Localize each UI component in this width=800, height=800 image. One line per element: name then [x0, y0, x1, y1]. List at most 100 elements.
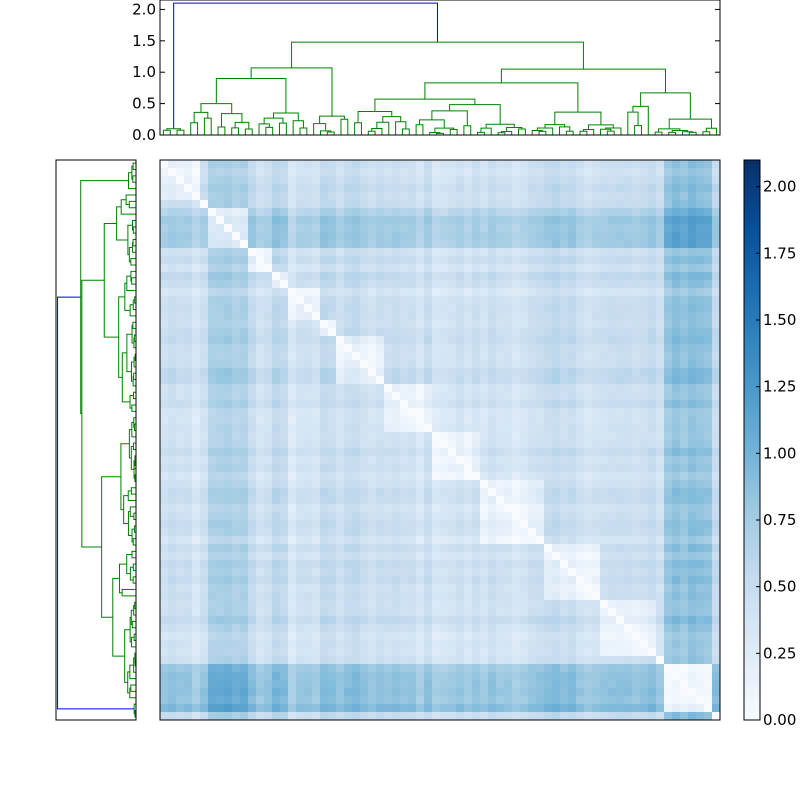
heatmap-cell: [440, 664, 449, 673]
heatmap-cell: [416, 312, 425, 321]
heatmap-cell: [704, 280, 713, 289]
heatmap-cell: [192, 424, 201, 433]
heatmap-cell: [432, 616, 441, 625]
heatmap-cell: [232, 520, 241, 529]
heatmap-cell: [208, 312, 217, 321]
heatmap-cell: [384, 688, 393, 697]
heatmap-cell: [304, 296, 313, 305]
heatmap-cell: [248, 360, 257, 369]
heatmap-cell: [696, 288, 705, 297]
heatmap-cell: [216, 656, 225, 665]
heatmap-cell: [664, 232, 673, 241]
heatmap-cell: [504, 664, 513, 673]
heatmap-cell: [496, 216, 505, 225]
heatmap-cell: [672, 576, 681, 585]
heatmap-cell: [488, 448, 497, 457]
heatmap-cell: [360, 624, 369, 633]
heatmap-cell: [376, 600, 385, 609]
heatmap-cell: [200, 352, 209, 361]
heatmap-cell: [560, 544, 569, 553]
heatmap-cell: [400, 360, 409, 369]
heatmap-cell: [528, 240, 537, 249]
heatmap-cell: [256, 584, 265, 593]
heatmap-cell: [320, 480, 329, 489]
heatmap-cell: [288, 680, 297, 689]
heatmap-cell: [488, 200, 497, 209]
heatmap-cell: [656, 640, 665, 649]
heatmap-cell: [424, 472, 433, 481]
heatmap-cell: [368, 272, 377, 281]
heatmap-cell: [432, 288, 441, 297]
heatmap-cell: [352, 592, 361, 601]
dendrogram-link: [640, 92, 691, 120]
heatmap-cell: [472, 616, 481, 625]
heatmap-cell: [512, 224, 521, 233]
heatmap-cell: [168, 352, 177, 361]
heatmap-cell: [296, 632, 305, 641]
heatmap-cell: [360, 648, 369, 657]
heatmap-cell: [480, 560, 489, 569]
heatmap-cell: [328, 400, 337, 409]
dendrogram-link: [123, 495, 129, 525]
heatmap-cell: [416, 192, 425, 201]
heatmap-cell: [408, 240, 417, 249]
heatmap-cell: [264, 632, 273, 641]
heatmap-cell: [424, 264, 433, 273]
heatmap-cell: [664, 424, 673, 433]
heatmap-cell: [160, 424, 169, 433]
heatmap-cell: [656, 176, 665, 185]
heatmap-cell: [456, 200, 465, 209]
heatmap-cell: [352, 688, 361, 697]
heatmap-cell: [520, 592, 529, 601]
heatmap-cell: [352, 672, 361, 681]
heatmap-cell: [208, 304, 217, 313]
heatmap-cell: [608, 640, 617, 649]
heatmap-cell: [336, 168, 345, 177]
heatmap-cell: [424, 464, 433, 473]
heatmap-cell: [488, 384, 497, 393]
heatmap-cell: [392, 704, 401, 713]
heatmap-cell: [416, 656, 425, 665]
heatmap-cell: [232, 648, 241, 657]
heatmap-cell: [384, 616, 393, 625]
heatmap-cell: [496, 680, 505, 689]
heatmap-cell: [232, 496, 241, 505]
heatmap-cell: [432, 408, 441, 417]
heatmap-cell: [624, 368, 633, 377]
heatmap-cell: [400, 328, 409, 337]
heatmap-cell: [160, 344, 169, 353]
heatmap-cell: [448, 624, 457, 633]
heatmap-cell: [224, 272, 233, 281]
heatmap-cell: [488, 640, 497, 649]
heatmap-cell: [520, 488, 529, 497]
heatmap-cell: [320, 360, 329, 369]
heatmap-cell: [520, 688, 529, 697]
heatmap-cell: [456, 176, 465, 185]
heatmap-cell: [304, 392, 313, 401]
heatmap-cell: [456, 304, 465, 313]
heatmap-cell: [672, 472, 681, 481]
heatmap-cell: [664, 272, 673, 281]
heatmap-cell: [400, 176, 409, 185]
heatmap-cell: [456, 472, 465, 481]
heatmap-cell: [336, 200, 345, 209]
heatmap-cell: [672, 656, 681, 665]
heatmap-cell: [552, 616, 561, 625]
heatmap-cell: [560, 352, 569, 361]
heatmap-cell: [544, 608, 553, 617]
heatmap-cell: [632, 552, 641, 561]
heatmap-cell: [576, 448, 585, 457]
heatmap-cell: [672, 512, 681, 521]
heatmap-cell: [296, 368, 305, 377]
heatmap-cell: [600, 224, 609, 233]
heatmap-cell: [336, 408, 345, 417]
heatmap-cell: [376, 464, 385, 473]
heatmap-cell: [184, 544, 193, 553]
heatmap-cell: [296, 488, 305, 497]
heatmap-cell: [336, 704, 345, 713]
heatmap-cell: [368, 232, 377, 241]
heatmap-cell: [392, 672, 401, 681]
heatmap-cell: [232, 536, 241, 545]
heatmap-cell: [464, 320, 473, 329]
heatmap-cell: [504, 360, 513, 369]
